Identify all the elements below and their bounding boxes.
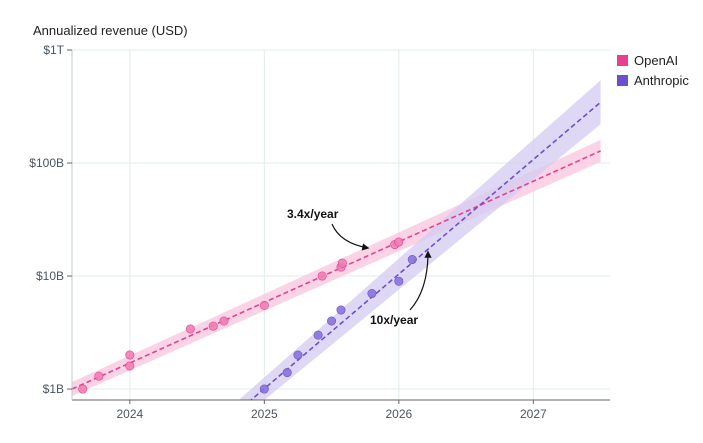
legend-item-anthropic[interactable]: Anthropic — [617, 70, 689, 90]
y-tick-label: $1T — [43, 43, 64, 57]
point-openai — [94, 371, 104, 381]
y-tick-label: $100B — [29, 156, 64, 170]
legend-swatch-anthropic — [617, 74, 628, 86]
axes: 2024 2025 2026 2027 $1B $10B $100B $1T — [29, 43, 610, 421]
y-axis-title: Annualized revenue (USD) — [33, 23, 188, 38]
point-openai — [185, 324, 195, 334]
x-tick-label: 2025 — [251, 407, 278, 421]
annotation-arrow-openai — [331, 223, 370, 251]
annotation-openai-growth: 3.4x/year — [287, 207, 339, 221]
point-anthropic — [313, 330, 323, 340]
point-openai — [394, 237, 404, 247]
legend-label-anthropic: Anthropic — [634, 72, 689, 88]
point-openai — [219, 316, 229, 326]
annotation-anthropic-growth: 10x/year — [370, 313, 418, 327]
x-tick-label: 2027 — [520, 407, 547, 421]
point-openai — [78, 384, 88, 394]
point-anthropic — [327, 316, 337, 326]
point-openai — [208, 321, 218, 331]
point-anthropic — [394, 276, 404, 286]
point-anthropic — [293, 350, 303, 360]
x-tick-label: 2026 — [385, 407, 412, 421]
annotations: 3.4x/year 10x/year — [287, 207, 432, 327]
point-openai — [337, 258, 347, 268]
confidence-bands — [72, 80, 601, 400]
legend-item-openai[interactable]: OpenAI — [617, 50, 689, 70]
point-anthropic — [367, 289, 377, 299]
y-tick-label: $1B — [43, 382, 64, 396]
point-openai — [125, 350, 135, 360]
point-openai — [125, 361, 135, 371]
legend-label-openai: OpenAI — [634, 52, 679, 68]
point-anthropic — [282, 368, 292, 378]
point-anthropic — [336, 305, 346, 315]
point-anthropic — [259, 384, 269, 394]
annotation-arrow-anthropic — [409, 250, 432, 311]
point-anthropic — [407, 255, 417, 265]
legend: OpenAI Anthropic — [617, 50, 689, 90]
point-openai — [317, 271, 327, 281]
data-points — [78, 237, 417, 394]
legend-swatch-openai — [617, 54, 628, 66]
trend-line-openai — [72, 150, 601, 390]
point-openai — [259, 300, 269, 310]
y-tick-label: $10B — [36, 269, 64, 283]
x-tick-label: 2024 — [116, 407, 143, 421]
